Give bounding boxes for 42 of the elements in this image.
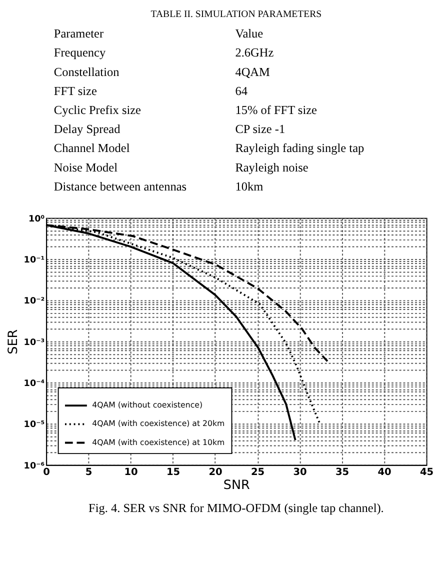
text: Parameter (54, 26, 104, 41)
text: Constellation (54, 64, 120, 79)
legend-label: 4QAM (with coexistence) at 10km (92, 438, 225, 447)
x-tick-label: 45 (420, 467, 434, 478)
y-tick-label: 10⁻⁶ (24, 461, 45, 472)
legend-label: 4QAM (without coexistence) (92, 400, 203, 410)
text: Noise Model (54, 160, 118, 174)
y-tick-label: 10⁰ (28, 214, 45, 224)
text: FFT size (54, 84, 98, 98)
legend-label: 4QAM (with coexistence) at 20km (92, 419, 225, 428)
x-tick-label: 15 (166, 467, 180, 478)
y-tick-label: 10⁻⁵ (24, 420, 45, 430)
x-axis-title: SNR (223, 478, 250, 493)
x-tick-label: 30 (293, 467, 308, 478)
text: Rayleigh fading single tap (235, 141, 364, 156)
text: Rayleigh noise (235, 160, 309, 174)
text: 4QAM (235, 64, 270, 79)
text: Distance between antennas (54, 179, 187, 194)
x-tick-label: 40 (378, 467, 392, 478)
y-tick-label: 10⁻³ (24, 338, 45, 348)
x-tick-label: 25 (250, 467, 265, 478)
y-tick-label: 10⁻² (24, 296, 45, 307)
text: TABLE II. SIMULATION PARAMETERS (150, 8, 322, 20)
caption: Fig. 4. SER vs SNR for MIMO-OFDM (single tap channel). (88, 500, 384, 515)
text: Delay Spread (54, 122, 120, 136)
x-tick-label: 10 (124, 467, 138, 478)
text: Cyclic Prefix size (54, 103, 142, 117)
text: Channel Model (54, 141, 130, 156)
x-tick-label: 35 (335, 467, 350, 478)
text: 2.6GHz (235, 46, 274, 60)
text: Value (235, 26, 264, 41)
text: CP size -1 (235, 122, 286, 136)
x-tick-label: 20 (208, 467, 223, 478)
x-tick-label: 0 (43, 467, 50, 478)
y-tick-label: 10⁻⁴ (24, 378, 45, 389)
y-axis-title: SER (6, 329, 21, 354)
y-tick-label: 10⁻¹ (24, 255, 45, 266)
text: 64 (235, 84, 248, 98)
text: 15% of FFT size (235, 103, 318, 117)
text: Frequency (54, 46, 106, 60)
text: 10km (235, 179, 264, 194)
x-tick-label: 5 (85, 467, 92, 478)
